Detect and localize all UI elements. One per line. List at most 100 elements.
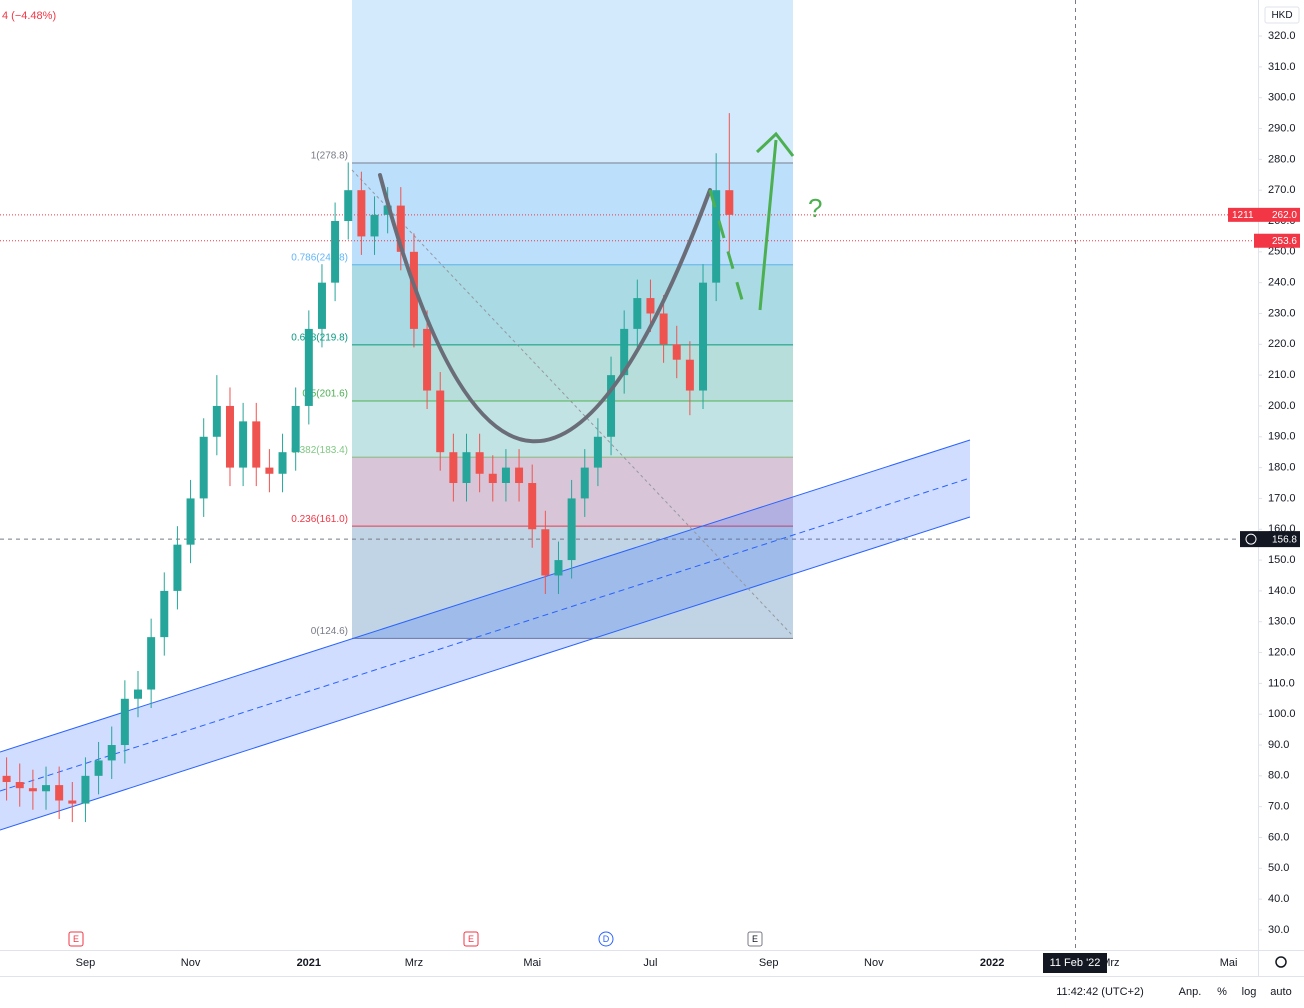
cup-curve [378, 173, 712, 444]
candle-body [672, 344, 681, 360]
x-tick-label: Sep [759, 957, 779, 969]
y-tick-label: 90.0 [1268, 739, 1289, 751]
fib-trend [351, 169, 794, 637]
currency[interactable]: HKD [1271, 10, 1292, 21]
y-tick-label: 280.0 [1268, 153, 1296, 165]
crosshair-tag [1240, 531, 1300, 548]
crosshair-date: 11 Feb '22 [1050, 957, 1101, 969]
candle-body [42, 785, 51, 792]
channel-top [0, 439, 971, 753]
y-tick-label: 210.0 [1268, 369, 1296, 381]
candle-body [252, 421, 261, 468]
y-tick-label: 180.0 [1268, 462, 1296, 474]
candle-body [593, 436, 602, 468]
settings-icon[interactable] [1275, 956, 1287, 968]
candle-body [134, 689, 142, 699]
toolbar-button[interactable]: Anp. [1179, 986, 1202, 998]
candle-body [28, 788, 37, 792]
toolbar-button[interactable]: auto [1270, 986, 1291, 998]
y-tick-label: 190.0 [1268, 431, 1296, 443]
fib-label: 1(278.8) [311, 151, 348, 162]
event-icon[interactable] [68, 931, 84, 947]
projection-down [708, 189, 747, 311]
x-tick-label: Sep [76, 957, 96, 969]
candle-body [120, 698, 129, 746]
toolbar-button[interactable]: % [1217, 986, 1227, 998]
y-tick-label: 40.0 [1268, 893, 1289, 905]
candle-body [712, 190, 721, 283]
candle-body [488, 473, 497, 484]
candle-body [449, 452, 458, 484]
currency-button[interactable] [1264, 6, 1300, 24]
y-tick-label: 140.0 [1268, 585, 1296, 597]
y-tick-label: 220.0 [1268, 338, 1296, 350]
y-tick-label: 170.0 [1268, 492, 1296, 504]
fib-label: 0.618(219.8) [291, 333, 348, 344]
candle-body [160, 590, 169, 638]
projection-up [758, 139, 778, 311]
candle-body [699, 282, 708, 391]
change-label: 4 (−4.48%) [2, 10, 56, 22]
y-tick-label: 50.0 [1268, 862, 1289, 874]
fib-label: 0.5(201.6) [302, 389, 348, 400]
candle-body [291, 405, 300, 453]
event-icon[interactable] [463, 931, 479, 947]
y-tick-label: 110.0 [1268, 677, 1295, 689]
price-tag-label: 262.0 [1272, 210, 1297, 221]
event-icon[interactable] [747, 931, 763, 947]
candle-body [541, 529, 550, 576]
y-tick-label: 300.0 [1268, 92, 1296, 104]
y-tick-label: 120.0 [1268, 646, 1296, 658]
x-tick-label: Jul [643, 957, 657, 969]
candle-body [94, 760, 103, 776]
y-tick-label: 230.0 [1268, 307, 1296, 319]
candle-body [554, 560, 563, 576]
fib-label: 0.786(245.8) [291, 252, 348, 263]
candle-body [501, 467, 510, 484]
candle-body [659, 313, 668, 345]
candle-body [304, 328, 313, 406]
x-tick-label: Mai [1220, 957, 1238, 969]
y-tick-label: 320.0 [1268, 30, 1296, 42]
candle-body [239, 421, 248, 468]
candle-body [383, 205, 392, 215]
candle-body [436, 390, 445, 453]
candle-body [725, 190, 734, 215]
fib-label: 0(124.6) [311, 626, 348, 637]
candle-body [528, 483, 537, 530]
candle-body [225, 405, 234, 468]
fib-band [352, 264, 793, 345]
y-tick-label: 70.0 [1268, 801, 1289, 813]
channel [0, 440, 970, 830]
candle-body [515, 467, 524, 484]
event-label: E [752, 934, 758, 944]
annotation: ? [808, 193, 822, 223]
event-label: D [603, 934, 610, 944]
event-icon[interactable] [598, 931, 614, 947]
crosshair-icon [1245, 533, 1257, 545]
price-tag [1228, 207, 1300, 222]
candle-body [344, 190, 353, 222]
candle-body [423, 328, 432, 391]
candle-body [15, 782, 24, 789]
candle-body [331, 221, 340, 283]
crosshair-label: 156.8 [1272, 534, 1297, 545]
candle-body [633, 298, 642, 329]
candle-body [317, 282, 326, 329]
candle-body [646, 298, 655, 314]
candle-body [186, 498, 195, 545]
x-tick-label: Mrz [405, 957, 423, 969]
candle-body [265, 467, 274, 474]
candle-body [607, 375, 616, 437]
candle-body [212, 405, 221, 437]
event-label: E [73, 934, 79, 944]
y-tick-label: 150.0 [1268, 554, 1296, 566]
candle-body [81, 775, 90, 804]
y-tick-label: 200.0 [1268, 400, 1296, 412]
candle-body [2, 775, 11, 783]
toolbar-button[interactable]: log [1242, 986, 1257, 998]
clock: 11:42:42 (UTC+2) [1056, 986, 1144, 998]
candle-body [370, 214, 379, 237]
candle-body [278, 452, 287, 474]
